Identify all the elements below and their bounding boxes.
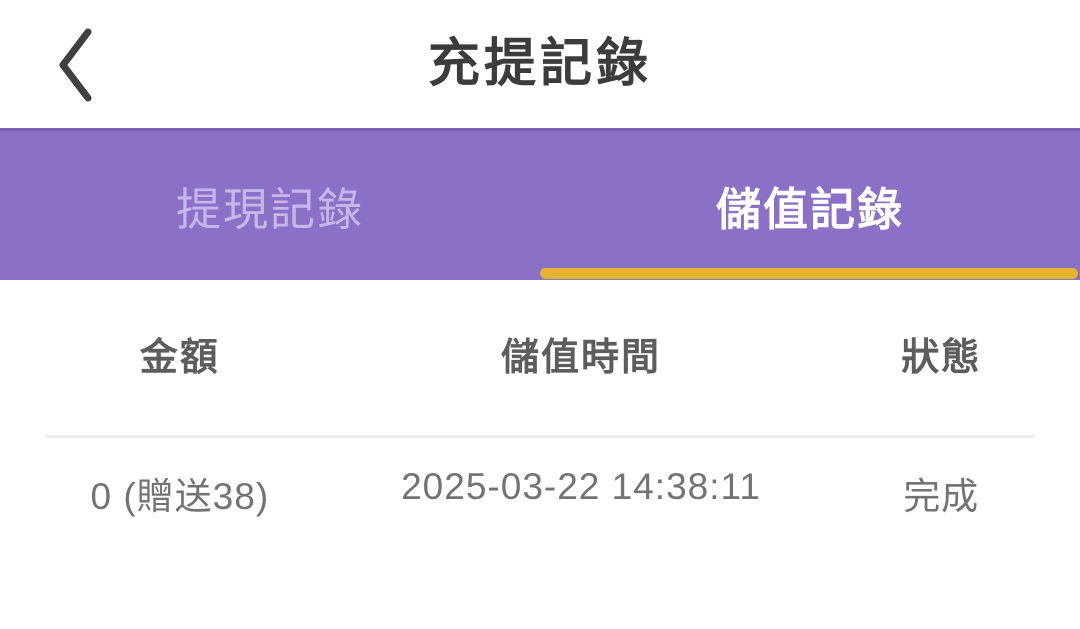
app-header: 充提記錄: [0, 0, 1080, 128]
tab-bar: 提現記錄 儲值記錄: [0, 128, 1080, 280]
chevron-left-icon: [59, 28, 92, 102]
table-row: 0 (贈送38) 2025-03-22 14:38:11 完成: [0, 438, 1080, 520]
tab-deposit-label: 儲值記錄: [715, 184, 904, 235]
page-title: 充提記錄: [427, 35, 652, 93]
active-tab-underline-indicator: [540, 268, 1078, 279]
tab-withdrawal-label: 提現記錄: [175, 184, 364, 235]
table-header-row: 金額 儲值時間 狀態: [0, 280, 1080, 381]
column-header-status: 狀態: [901, 337, 982, 379]
cell-status: 完成: [903, 476, 980, 517]
column-header-time: 儲值時間: [501, 337, 662, 379]
tab-deposit-records[interactable]: 儲值記錄: [540, 131, 1080, 280]
header-divider: [45, 435, 1035, 438]
back-button[interactable]: [40, 20, 110, 110]
tab-withdrawal-records[interactable]: 提現記錄: [0, 131, 540, 280]
column-header-amount: 金額: [139, 337, 220, 379]
records-table: 金額 儲值時間 狀態 0 (贈送38) 2025-03-22 14:38:11 …: [0, 280, 1080, 520]
cell-time: 2025-03-22 14:38:11: [401, 466, 761, 507]
cell-amount: 0 (贈送38): [90, 476, 270, 517]
